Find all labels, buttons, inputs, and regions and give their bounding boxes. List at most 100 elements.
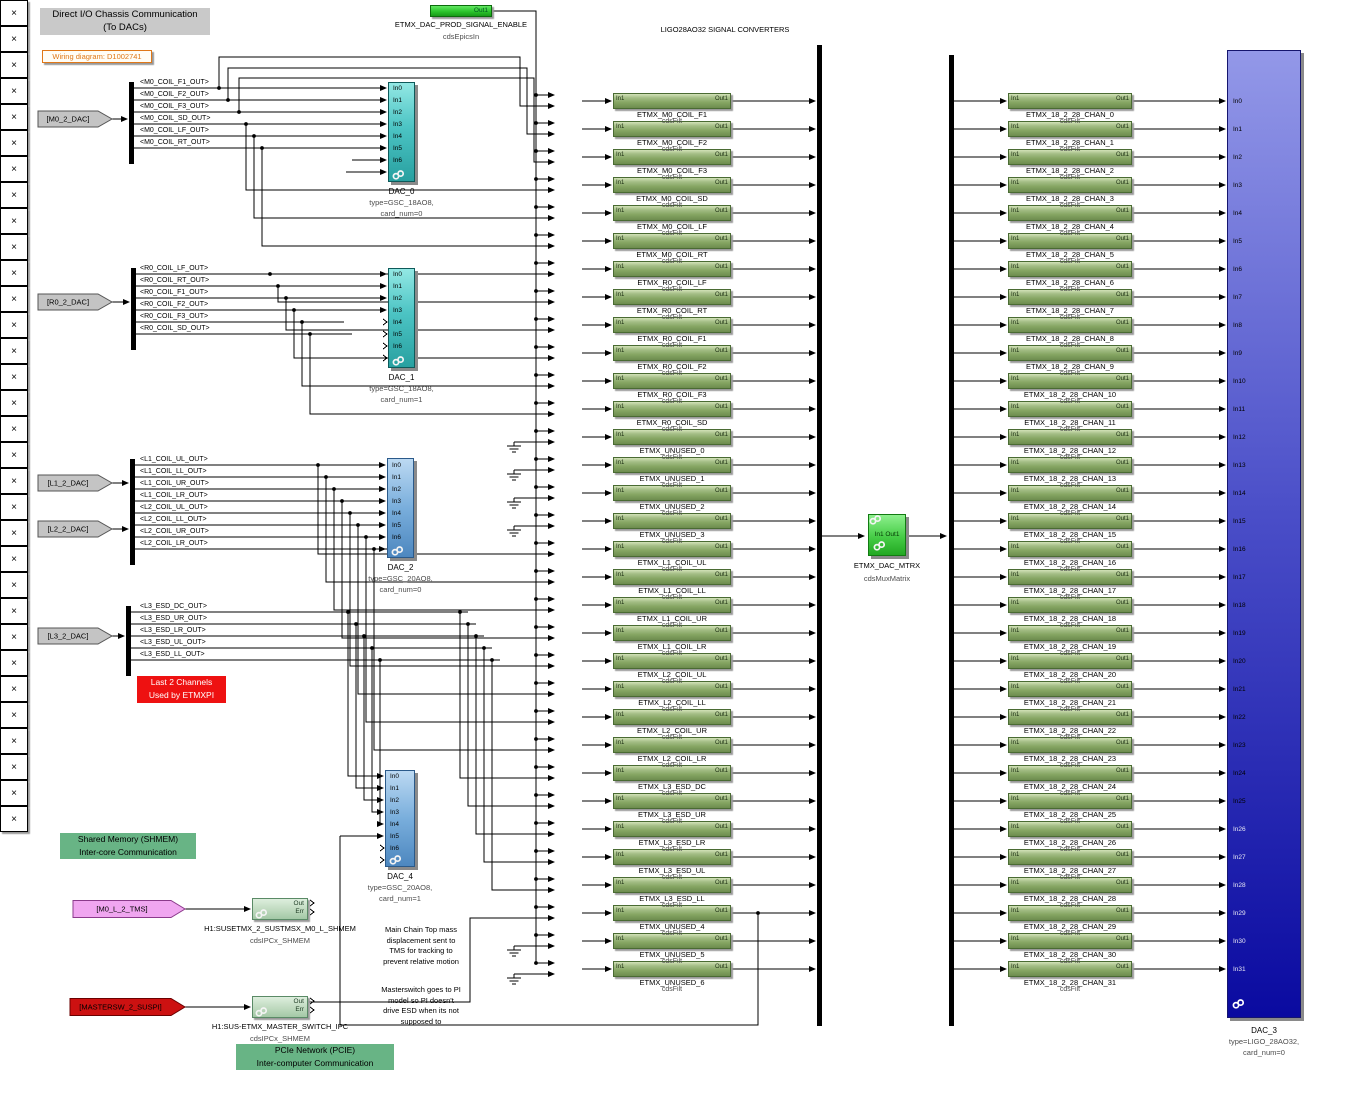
filter-block[interactable]: In1 Out1 <box>613 401 731 417</box>
filter-block[interactable]: In1 Out1 <box>613 233 731 249</box>
goto-from-tag[interactable] <box>37 627 114 645</box>
dac-block-DAC_4[interactable]: In0 In1 In2 In3 In4 In5 In6 <box>385 770 415 867</box>
filter-block[interactable]: In1 Out1 <box>1008 793 1132 809</box>
multiply-block[interactable]: × <box>0 52 28 78</box>
filter-block[interactable]: In1 Out1 <box>1008 737 1132 753</box>
dac-block-DAC_1[interactable]: In0 In1 In2 In3 In4 In5 In6 <box>388 268 415 368</box>
goto-from-tag[interactable] <box>37 474 114 492</box>
ipc-block[interactable]: Out Err <box>252 898 308 920</box>
multiply-block[interactable]: × <box>0 312 28 338</box>
filter-block[interactable]: In1 Out1 <box>1008 513 1132 529</box>
filter-block[interactable]: In1 Out1 <box>1008 345 1132 361</box>
multiply-block[interactable]: × <box>0 234 28 260</box>
filter-block[interactable]: In1 Out1 <box>613 541 731 557</box>
filter-block[interactable]: In1 Out1 <box>613 121 731 137</box>
goto-from-tag[interactable] <box>37 110 114 128</box>
multiply-block[interactable]: × <box>0 728 28 754</box>
filter-block[interactable]: In1 Out1 <box>1008 457 1132 473</box>
filter-block[interactable]: In1 Out1 <box>1008 569 1132 585</box>
filter-block[interactable]: In1 Out1 <box>1008 653 1132 669</box>
filter-block[interactable]: In1 Out1 <box>1008 233 1132 249</box>
dac-block-DAC_0[interactable]: In0 In1 In2 In3 In4 In5 In6 <box>388 82 415 182</box>
filter-block[interactable]: In1 Out1 <box>1008 597 1132 613</box>
filter-block[interactable]: In1 Out1 <box>613 709 731 725</box>
multiply-block[interactable]: × <box>0 364 28 390</box>
filter-block[interactable]: In1 Out1 <box>613 653 731 669</box>
filter-block[interactable]: In1 Out1 <box>613 625 731 641</box>
multiply-block[interactable]: × <box>0 468 28 494</box>
multiply-block[interactable]: × <box>0 754 28 780</box>
multiply-block[interactable]: × <box>0 806 28 832</box>
filter-block[interactable]: In1 Out1 <box>1008 821 1132 837</box>
multiply-block[interactable]: × <box>0 78 28 104</box>
multiply-block[interactable]: × <box>0 650 28 676</box>
filter-block[interactable]: In1 Out1 <box>613 933 731 949</box>
filter-block[interactable]: In1 Out1 <box>1008 625 1132 641</box>
goto-from-tag[interactable] <box>37 293 114 311</box>
filter-block[interactable]: In1 Out1 <box>1008 485 1132 501</box>
multiply-block[interactable]: × <box>0 624 28 650</box>
multiply-block[interactable]: × <box>0 702 28 728</box>
filter-block[interactable]: In1 Out1 <box>1008 933 1132 949</box>
ipc-block[interactable]: Out Err <box>252 996 308 1018</box>
multiply-block[interactable]: × <box>0 338 28 364</box>
wiring-diagram-link[interactable]: Wiring diagram: D1002741 <box>42 50 152 63</box>
epics-enable-block[interactable]: Out1 <box>430 5 492 17</box>
filter-block[interactable]: In1 Out1 <box>1008 93 1132 109</box>
goto-from-tag[interactable] <box>37 520 114 538</box>
dac-block-DAC_2[interactable]: In0 In1 In2 In3 In4 In5 In6 <box>387 458 414 558</box>
filter-block[interactable]: In1 Out1 <box>613 289 731 305</box>
multiply-block[interactable]: × <box>0 598 28 624</box>
filter-block[interactable]: In1 Out1 <box>1008 261 1132 277</box>
filter-block[interactable]: In1 Out1 <box>1008 205 1132 221</box>
multiply-block[interactable]: × <box>0 130 28 156</box>
filter-block[interactable]: In1 Out1 <box>1008 877 1132 893</box>
goto-from-tag[interactable] <box>69 998 186 1016</box>
multiply-block[interactable]: × <box>0 286 28 312</box>
multiply-block[interactable]: × <box>0 780 28 806</box>
multiply-block[interactable]: × <box>0 156 28 182</box>
filter-block[interactable]: In1 Out1 <box>1008 373 1132 389</box>
multiply-block[interactable]: × <box>0 416 28 442</box>
filter-block[interactable]: In1 Out1 <box>613 597 731 613</box>
multiply-block[interactable]: × <box>0 26 28 52</box>
filter-block[interactable]: In1 Out1 <box>1008 961 1132 977</box>
filter-block[interactable]: In1 Out1 <box>613 177 731 193</box>
filter-block[interactable]: In1 Out1 <box>613 93 731 109</box>
filter-block[interactable]: In1 Out1 <box>613 317 731 333</box>
filter-block[interactable]: In1 Out1 <box>613 373 731 389</box>
multiply-block[interactable]: × <box>0 676 28 702</box>
filter-block[interactable]: In1 Out1 <box>613 261 731 277</box>
filter-block[interactable]: In1 Out1 <box>613 205 731 221</box>
goto-from-tag[interactable] <box>72 900 186 918</box>
filter-block[interactable]: In1 Out1 <box>1008 709 1132 725</box>
filter-block[interactable]: In1 Out1 <box>1008 849 1132 865</box>
multiply-block[interactable]: × <box>0 494 28 520</box>
filter-block[interactable]: In1 Out1 <box>613 793 731 809</box>
filter-block[interactable]: In1 Out1 <box>613 765 731 781</box>
filter-block[interactable]: In1 Out1 <box>1008 429 1132 445</box>
filter-block[interactable]: In1 Out1 <box>1008 681 1132 697</box>
dac3-block[interactable]: In0 In1 In2 In3 In4 In5 In6 In7 In8 In9 In10 In11 In… <box>1227 50 1301 1018</box>
multiply-block[interactable]: × <box>0 182 28 208</box>
filter-block[interactable]: In1 Out1 <box>613 961 731 977</box>
filter-block[interactable]: In1 Out1 <box>613 905 731 921</box>
filter-block[interactable]: In1 Out1 <box>613 821 731 837</box>
filter-block[interactable]: In1 Out1 <box>1008 765 1132 781</box>
filter-block[interactable]: In1 Out1 <box>613 485 731 501</box>
multiply-block[interactable]: × <box>0 442 28 468</box>
filter-block[interactable]: In1 Out1 <box>613 849 731 865</box>
filter-block[interactable]: In1 Out1 <box>613 429 731 445</box>
multiply-block[interactable]: × <box>0 0 28 26</box>
filter-block[interactable]: In1 Out1 <box>1008 177 1132 193</box>
filter-block[interactable]: In1 Out1 <box>613 681 731 697</box>
filter-block[interactable]: In1 Out1 <box>613 345 731 361</box>
filter-block[interactable]: In1 Out1 <box>1008 149 1132 165</box>
filter-block[interactable]: In1 Out1 <box>1008 541 1132 557</box>
filter-block[interactable]: In1 Out1 <box>613 569 731 585</box>
filter-block[interactable]: In1 Out1 <box>1008 401 1132 417</box>
multiply-block[interactable]: × <box>0 546 28 572</box>
filter-block[interactable]: In1 Out1 <box>1008 905 1132 921</box>
filter-block[interactable]: In1 Out1 <box>1008 121 1132 137</box>
multiply-block[interactable]: × <box>0 260 28 286</box>
